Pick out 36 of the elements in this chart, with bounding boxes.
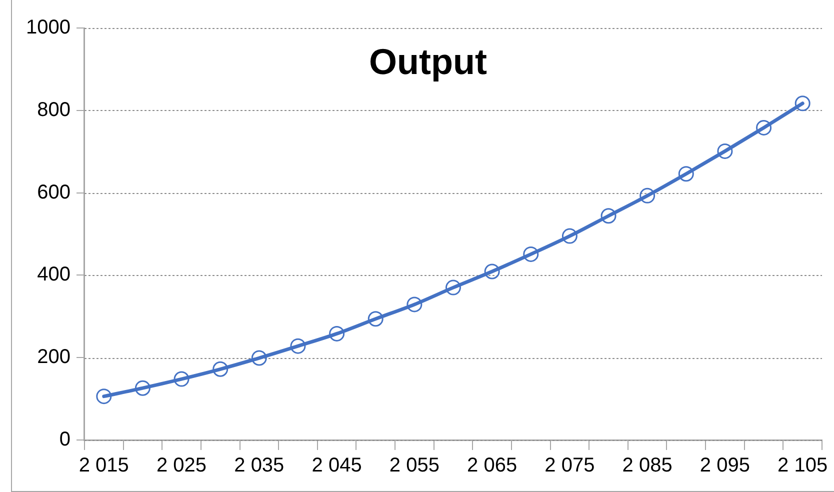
x-tick-label: 2 075 [544,454,595,477]
y-tick-label: 1000 [26,16,70,39]
chart-title: Output [369,40,487,82]
point [406,296,422,312]
point [562,228,578,244]
point [174,371,190,387]
point [251,350,267,366]
x-tick-label: 2 105 [778,454,828,477]
y-tick-label: 800 [37,98,70,121]
point [96,388,112,404]
point [678,166,694,182]
x-tick-label: 2 025 [156,454,207,477]
y-tick-label: 400 [37,264,70,286]
point [756,120,772,136]
point [794,96,810,112]
point [212,361,228,377]
point [640,188,656,204]
point [368,311,384,327]
point [484,264,500,280]
y-tick-label: 600 [37,181,70,204]
x-tick-label: 2 045 [312,454,362,477]
x-tick-label: 2 085 [622,454,672,477]
x-tick-label: 2 095 [700,454,750,477]
point [290,338,306,354]
point [600,208,616,224]
x-tick-label: 2 015 [78,454,129,477]
point [445,280,461,296]
y-tick-label: 0 [59,428,70,451]
y-tick-label: 200 [37,346,70,368]
point [523,246,539,262]
x-tick-label: 2 035 [234,454,284,477]
point [329,326,345,342]
point [134,380,150,396]
point [717,143,733,159]
x-tick-label: 2 055 [389,454,440,477]
x-tick-label: 2 065 [467,454,518,477]
